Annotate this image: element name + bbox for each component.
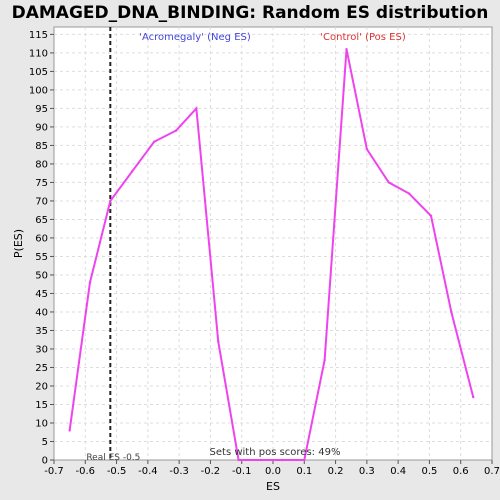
y-tick-label: 70 — [35, 196, 48, 207]
series-point — [387, 181, 390, 184]
series-point — [323, 358, 326, 362]
real-es-label: Real ES -0.5 — [86, 453, 140, 463]
series-point — [472, 395, 475, 399]
y-tick-label: 30 — [35, 344, 48, 355]
series-point — [407, 192, 411, 195]
y-tick-label: 5 — [42, 437, 48, 448]
pos-scores-annotation: Sets with pos scores: 49% — [210, 447, 341, 458]
x-tick-label: 0.2 — [328, 466, 344, 477]
series-point — [429, 214, 433, 217]
grid-lines — [54, 27, 492, 460]
x-tick-label: 0.6 — [453, 466, 469, 477]
series-point — [131, 170, 134, 173]
series-point — [109, 199, 112, 203]
series-point — [237, 458, 240, 462]
y-tick-label: 90 — [35, 122, 48, 133]
y-tick-label: 80 — [35, 159, 48, 170]
x-axis-ticks: -0.7 -0.6 -0.5 -0.4 -0.3 -0.2 -0.1 0.0 0.1 0.2 0.3… — [44, 460, 500, 477]
y-axis-label: P(ES) — [12, 229, 25, 258]
series-point — [259, 458, 262, 462]
x-tick-label: 0.1 — [296, 466, 312, 477]
series-point — [152, 140, 156, 143]
y-tick-label: 115 — [29, 30, 48, 41]
series-point — [345, 48, 348, 51]
pos-es-annotation: 'Control' (Pos ES) — [320, 32, 406, 43]
y-tick-label: 40 — [35, 307, 48, 318]
x-tick-label: -0.3 — [169, 466, 189, 477]
y-tick-label: 95 — [35, 104, 48, 115]
series-point — [195, 107, 198, 110]
y-tick-label: 60 — [35, 233, 48, 244]
series-point — [68, 429, 71, 432]
x-tick-label: -0.6 — [76, 466, 96, 477]
y-tick-label: 0 — [42, 456, 48, 467]
x-axis-label: ES — [266, 480, 280, 493]
x-tick-label: 0.0 — [265, 466, 281, 477]
x-tick-label: 0.7 — [484, 466, 500, 477]
y-tick-label: 85 — [35, 141, 48, 152]
series-point — [88, 281, 92, 284]
x-tick-label: 0.5 — [421, 466, 437, 477]
series-point — [217, 340, 220, 343]
y-tick-label: 55 — [35, 252, 48, 263]
y-tick-label: 20 — [35, 381, 48, 392]
series-point — [174, 129, 178, 132]
x-tick-label: -0.1 — [232, 466, 252, 477]
series-point — [303, 458, 306, 462]
y-tick-label: 15 — [35, 400, 48, 411]
x-tick-label: 0.4 — [390, 466, 406, 477]
y-tick-label: 25 — [35, 363, 48, 374]
series-point — [450, 310, 453, 314]
x-tick-label: -0.4 — [138, 466, 158, 477]
y-axis-ticks: 0 5 10 15 20 25 30 35 40 45 50 55 60 65 70 75 80 85 90 95 10… — [29, 30, 54, 467]
neg-es-annotation: 'Acromegaly' (Neg ES) — [139, 32, 251, 43]
y-tick-label: 105 — [29, 67, 48, 78]
series-points — [68, 48, 475, 462]
y-tick-label: 35 — [35, 326, 48, 337]
chart-title: DAMAGED_DNA_BINDING: Random ES distribut… — [12, 3, 489, 23]
x-tick-label: -0.7 — [44, 466, 64, 477]
y-tick-label: 10 — [35, 418, 48, 429]
x-tick-label: 0.3 — [359, 466, 375, 477]
series-line — [68, 49, 475, 461]
y-tick-label: 75 — [35, 178, 48, 189]
y-tick-label: 45 — [35, 289, 48, 300]
series-point — [365, 147, 369, 151]
y-tick-label: 65 — [35, 215, 48, 226]
x-tick-label: -0.2 — [201, 466, 221, 477]
series-point — [281, 458, 284, 462]
y-tick-label: 100 — [29, 85, 48, 96]
y-tick-label: 110 — [29, 48, 48, 59]
y-tick-label: 50 — [35, 270, 48, 281]
x-tick-label: -0.5 — [107, 466, 127, 477]
